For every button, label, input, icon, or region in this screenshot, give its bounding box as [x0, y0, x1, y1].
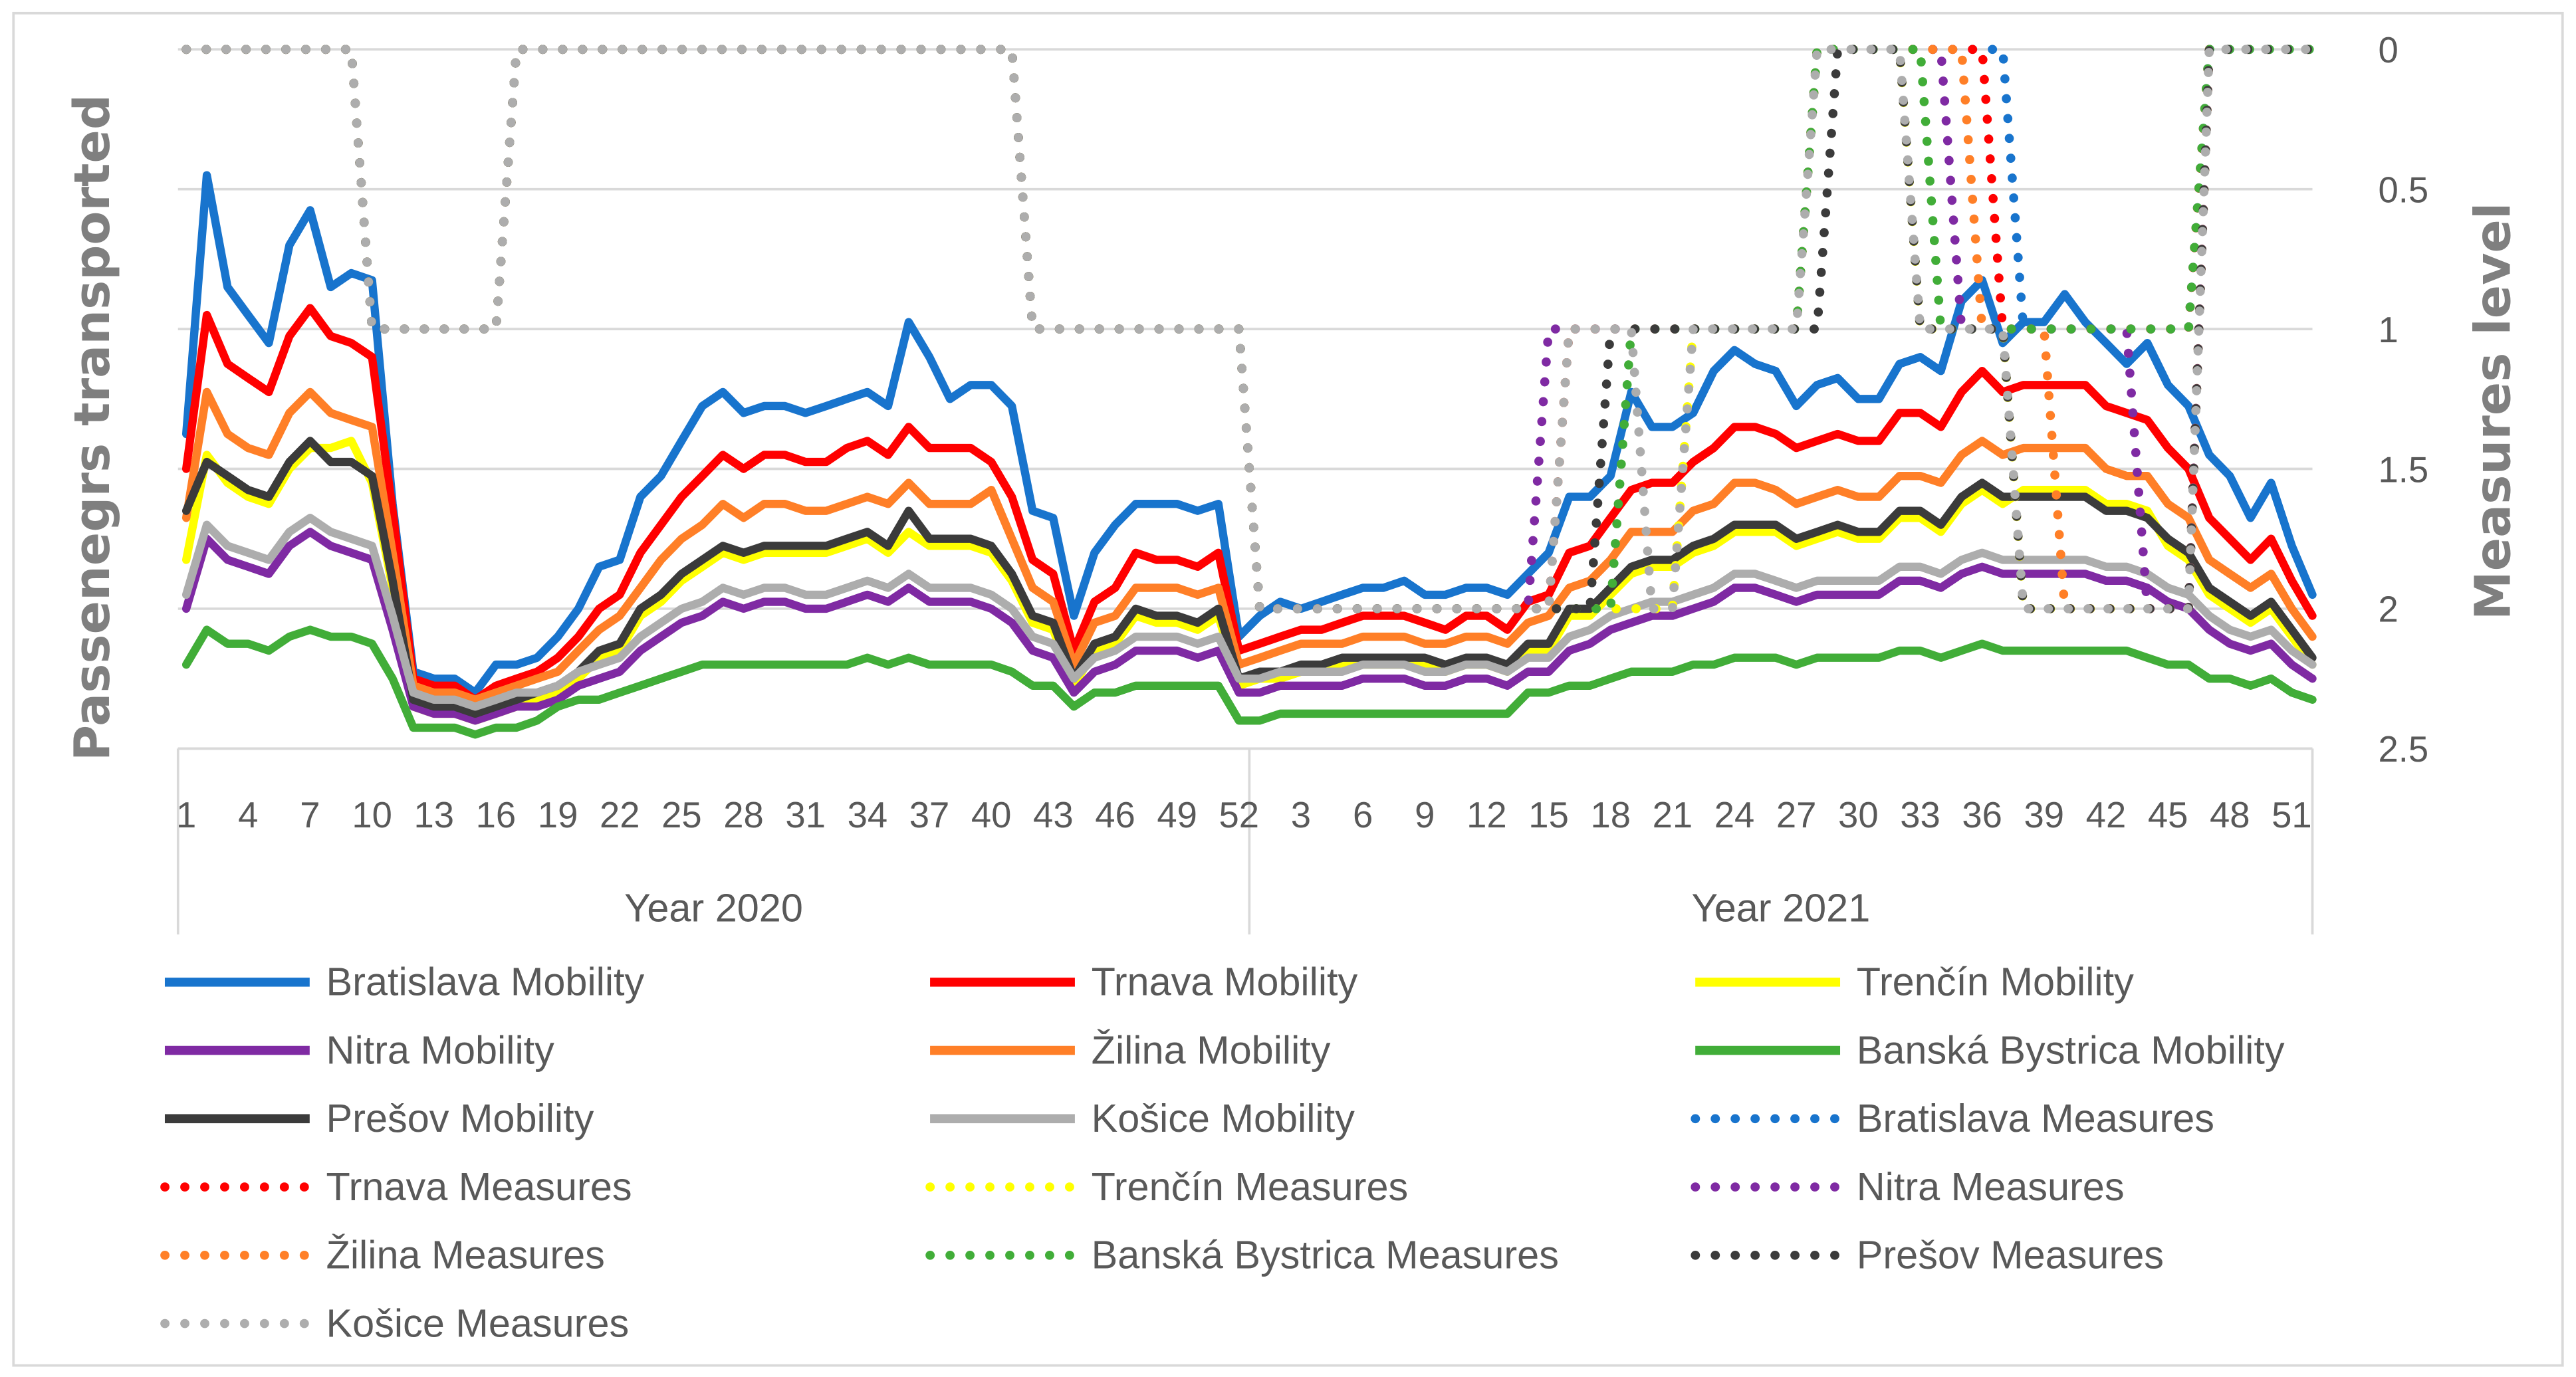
x-tick-label: 39	[2024, 795, 2065, 835]
x-tick-label: 25	[661, 795, 702, 835]
legend-item-banska-bystrica-measures[interactable]: Banská Bystrica Measures	[925, 1233, 1559, 1277]
x-tick-label: 43	[1033, 795, 1074, 835]
legend-label: Trnava Mobility	[1092, 960, 1358, 1004]
zilina-mobility-line	[181, 387, 2317, 704]
legend-item-trnava-mobility[interactable]: Trnava Mobility	[930, 960, 1358, 1004]
kosice-measures-line	[181, 45, 2317, 613]
x-tick-label: 18	[1590, 795, 1631, 835]
legend-label: Žilina Measures	[326, 1233, 605, 1277]
x-tick-label: 30	[1838, 795, 1879, 835]
legend-item-kosice-measures[interactable]: Košice Measures	[160, 1301, 630, 1345]
series-lines	[181, 45, 2317, 739]
x-tick-label: 3	[1291, 795, 1311, 835]
x-tick-label: 31	[785, 795, 826, 835]
legend-label: Trnava Measures	[326, 1164, 632, 1209]
legend-label: Prešov Measures	[1857, 1233, 2164, 1277]
legend-label: Žilina Mobility	[1092, 1027, 1331, 1072]
legend-label: Nitra Mobility	[326, 1027, 555, 1072]
legend-item-bratislava-mobility[interactable]: Bratislava Mobility	[164, 960, 645, 1004]
legend-label: Banská Bystrica Mobility	[1857, 1027, 2285, 1072]
x-tick-label: 40	[971, 795, 1012, 835]
x-tick-label: 51	[2272, 795, 2312, 835]
right-axis-tick-label: 1	[2379, 310, 2399, 350]
x-tick-label: 9	[1415, 795, 1435, 835]
x-tick-label: 21	[1653, 795, 1693, 835]
legend-item-zilina-measures[interactable]: Žilina Measures	[160, 1233, 605, 1277]
banska-bystrica-mobility-line	[181, 625, 2317, 739]
legend-item-nitra-measures[interactable]: Nitra Measures	[1691, 1164, 2125, 1209]
x-tick-label: 34	[848, 795, 888, 835]
x-tick-label: 48	[2210, 795, 2250, 835]
right-axis-tick-label: 0.5	[2379, 169, 2429, 210]
right-axis-tick-label: 1.5	[2379, 449, 2429, 490]
legend-label: Trenčín Mobility	[1857, 960, 2134, 1004]
x-tick-label: 49	[1157, 795, 1197, 835]
x-tick-label: 16	[476, 795, 517, 835]
x-tick-label: 7	[300, 795, 320, 835]
x-axis: 1 4 7 10 13 16 19 22 25 28 31 34 37 40 43 46 49 52 3 6 9 12 15…	[176, 747, 2314, 935]
right-axis-tick-label: 2.5	[2379, 729, 2429, 770]
x-tick-label: 1	[176, 795, 196, 835]
x-group-label: Year 2021	[1692, 885, 1871, 930]
legend-label: Košice Mobility	[1092, 1096, 1355, 1140]
right-axis-title: Measures level	[2464, 203, 2522, 620]
x-tick-label: 28	[723, 795, 764, 835]
x-tick-label: 46	[1095, 795, 1135, 835]
x-tick-label: 22	[600, 795, 640, 835]
legend-label: Bratislava Mobility	[326, 960, 645, 1004]
legend-label: Nitra Measures	[1857, 1164, 2125, 1209]
x-tick-label: 15	[1528, 795, 1569, 835]
left-axis-title: Passenegrs transported	[63, 94, 121, 761]
x-tick-label: 33	[1900, 795, 1940, 835]
x-tick-label: 13	[413, 795, 454, 835]
x-tick-label: 4	[238, 795, 258, 835]
legend-item-banska-bystrica-mobility[interactable]: Banská Bystrica Mobility	[1695, 1027, 2285, 1072]
x-tick-label: 42	[2086, 795, 2127, 835]
x-tick-label: 10	[352, 795, 392, 835]
legend-item-trnava-measures[interactable]: Trnava Measures	[160, 1164, 632, 1209]
right-axis-tick-label: 0	[2379, 30, 2399, 70]
bratislava-mobility-line	[181, 171, 2317, 697]
x-group-label: Year 2020	[624, 885, 803, 930]
legend-label: Trenčín Measures	[1092, 1164, 1409, 1209]
legend-item-trencin-measures[interactable]: Trenčín Measures	[925, 1164, 1409, 1209]
legend-label: Prešov Mobility	[326, 1096, 594, 1140]
legend-item-presov-mobility[interactable]: Prešov Mobility	[164, 1096, 594, 1140]
x-tick-label: 12	[1466, 795, 1507, 835]
x-tick-label: 45	[2148, 795, 2188, 835]
nitra-mobility-line	[181, 528, 2317, 725]
x-tick-label: 19	[538, 795, 578, 835]
legend-item-presov-measures[interactable]: Prešov Measures	[1691, 1233, 2164, 1277]
legend-item-trencin-mobility[interactable]: Trenčín Mobility	[1695, 960, 2134, 1004]
x-tick-label: 27	[1776, 795, 1817, 835]
legend-item-zilina-mobility[interactable]: Žilina Mobility	[930, 1027, 1331, 1072]
x-tick-label: 37	[909, 795, 950, 835]
legend-item-kosice-mobility[interactable]: Košice Mobility	[930, 1096, 1355, 1140]
right-axis: 0 0.5 1 1.5 2 2.5	[2379, 30, 2429, 770]
x-tick-label: 36	[1962, 795, 2002, 835]
x-tick-label: 24	[1714, 795, 1755, 835]
legend-item-nitra-mobility[interactable]: Nitra Mobility	[164, 1027, 555, 1072]
x-tick-label: 52	[1219, 795, 1260, 835]
legend-label: Bratislava Measures	[1857, 1096, 2214, 1140]
legend-item-bratislava-measures[interactable]: Bratislava Measures	[1691, 1096, 2214, 1140]
trnava-mobility-line	[181, 304, 2317, 704]
kosice-mobility-line	[181, 514, 2317, 711]
legend: Bratislava Mobility Trnava Mobility Trenčí…	[160, 960, 2285, 1345]
legend-label: Košice Measures	[326, 1301, 630, 1345]
x-tick-label: 6	[1353, 795, 1373, 835]
legend-label: Banská Bystrica Measures	[1092, 1233, 1559, 1277]
right-axis-tick-label: 2	[2379, 589, 2399, 630]
